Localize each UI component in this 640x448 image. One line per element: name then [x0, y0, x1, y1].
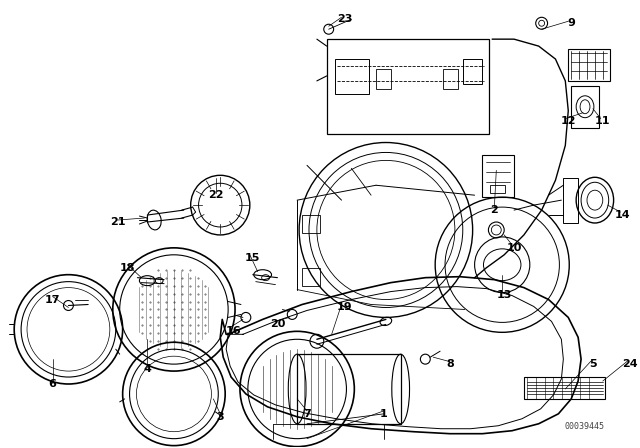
Text: 11: 11: [595, 116, 611, 125]
Bar: [524, 377, 605, 399]
Text: 15: 15: [245, 253, 260, 263]
Bar: [302, 268, 320, 286]
Bar: [327, 39, 490, 134]
Text: 21: 21: [110, 217, 125, 227]
Text: 6: 6: [49, 379, 56, 389]
Text: 24: 24: [623, 359, 638, 369]
Bar: [443, 69, 458, 89]
Bar: [563, 178, 578, 223]
Text: 22: 22: [209, 190, 224, 200]
Text: 17: 17: [45, 294, 60, 305]
Bar: [572, 86, 599, 128]
Text: 20: 20: [269, 319, 285, 329]
Text: 1: 1: [380, 409, 388, 419]
Text: 4: 4: [143, 364, 151, 374]
Text: 16: 16: [225, 326, 241, 336]
Text: 14: 14: [614, 210, 630, 220]
Text: 5: 5: [589, 359, 596, 369]
Text: 3: 3: [216, 412, 224, 422]
Bar: [297, 354, 401, 424]
Text: 23: 23: [337, 14, 352, 24]
Bar: [568, 49, 610, 81]
Text: 7: 7: [303, 409, 311, 419]
Text: 19: 19: [337, 302, 352, 312]
Bar: [483, 155, 514, 197]
Bar: [463, 59, 483, 84]
Text: 8: 8: [446, 359, 454, 369]
Bar: [302, 215, 320, 233]
Text: 9: 9: [567, 18, 575, 28]
Text: 00039445: 00039445: [564, 422, 605, 431]
Bar: [376, 69, 391, 89]
Text: 10: 10: [506, 243, 522, 253]
Text: 13: 13: [497, 289, 512, 300]
Bar: [335, 59, 369, 94]
Bar: [490, 185, 505, 193]
Text: 18: 18: [120, 263, 135, 273]
Text: 12: 12: [561, 116, 576, 125]
Text: 2: 2: [490, 205, 498, 215]
